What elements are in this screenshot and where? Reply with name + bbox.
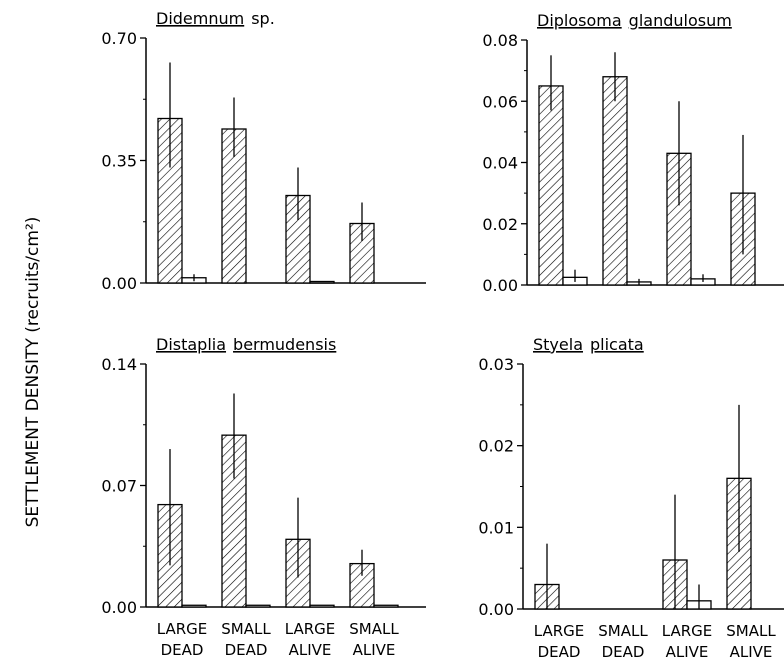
y-tick-label: 0.07	[101, 477, 137, 496]
open-bar-1	[181, 604, 207, 608]
panel-title-word: Diplosoma	[537, 11, 622, 30]
y-tick-label: 0.00	[478, 600, 514, 619]
x-category-label: SMALL	[221, 620, 271, 638]
y-tick-label: 0.02	[478, 437, 514, 456]
open-bar-4	[373, 604, 399, 608]
panel-title-word: Styela	[533, 335, 583, 354]
x-category-label: ALIVE	[289, 641, 332, 659]
x-category-label: ALIVE	[666, 643, 709, 661]
y-tick-label: 0.70	[101, 29, 137, 48]
open-bar-2	[245, 604, 271, 608]
x-category-label: ALIVE	[730, 643, 773, 661]
y-tick-label: 0.06	[482, 92, 518, 111]
hatched-bar-2	[602, 76, 628, 286]
chart-panel-1: 0.00 0.35 0.70 Didemnum sp.	[101, 9, 426, 293]
panel-title: Styela plicata	[533, 335, 644, 354]
chart-panel-2: 0.00 0.02 0.04 0.06 0.08 Diplosoma glandulosum	[482, 11, 784, 295]
y-tick-label: 0.03	[478, 355, 514, 374]
y-tick-label: 0.04	[482, 154, 518, 173]
x-category-label: ALIVE	[353, 641, 396, 659]
panel-title-word: Distaplia	[156, 335, 226, 354]
panel-title: Distaplia bermudensis	[156, 335, 336, 354]
x-category-label: LARGE	[662, 622, 713, 640]
x-category-label: LARGE	[534, 622, 585, 640]
x-category-label: LARGE	[157, 620, 208, 638]
x-category-label: LARGE	[285, 620, 336, 638]
x-category-label: DEAD	[538, 643, 581, 661]
x-category-label: DEAD	[602, 643, 645, 661]
chart-panel-3: 0.00 0.07 0.14 Distaplia bermudensis LARGE DEA…	[101, 335, 426, 659]
panel-title-word: sp.	[251, 9, 275, 28]
open-bar-3	[309, 604, 335, 608]
y-tick-label: 0.02	[482, 215, 518, 234]
y-tick-label: 0.00	[482, 276, 518, 295]
x-category-label: SMALL	[349, 620, 399, 638]
open-bar-3	[309, 280, 335, 284]
chart-panel-4: 0.00 0.01 0.02 0.03 Styela plicata LARGE DEAD SM…	[478, 335, 784, 661]
y-axis-label: SETTLEMENT DENSITY (recruits/cm²)	[23, 217, 43, 528]
y-tick-label: 0.08	[482, 31, 518, 50]
panel-title-word: bermudensis	[233, 335, 336, 354]
y-tick-label: 0.35	[101, 152, 137, 171]
y-tick-label: 0.00	[101, 598, 137, 617]
panel-title: Diplosoma glandulosum	[537, 11, 732, 30]
panel-title: Didemnum sp.	[156, 9, 275, 28]
panel-title-word: glandulosum	[629, 11, 732, 30]
panel-title-word: Didemnum	[156, 9, 244, 28]
x-category-label: SMALL	[598, 622, 648, 640]
x-category-label: SMALL	[726, 622, 776, 640]
y-tick-label: 0.01	[478, 518, 514, 537]
y-tick-label: 0.14	[101, 355, 137, 374]
x-category-label: DEAD	[225, 641, 268, 659]
x-category-label: DEAD	[161, 641, 204, 659]
panel-title-word: plicata	[590, 335, 644, 354]
y-tick-label: 0.00	[101, 274, 137, 293]
hatched-bar-1	[538, 85, 564, 286]
